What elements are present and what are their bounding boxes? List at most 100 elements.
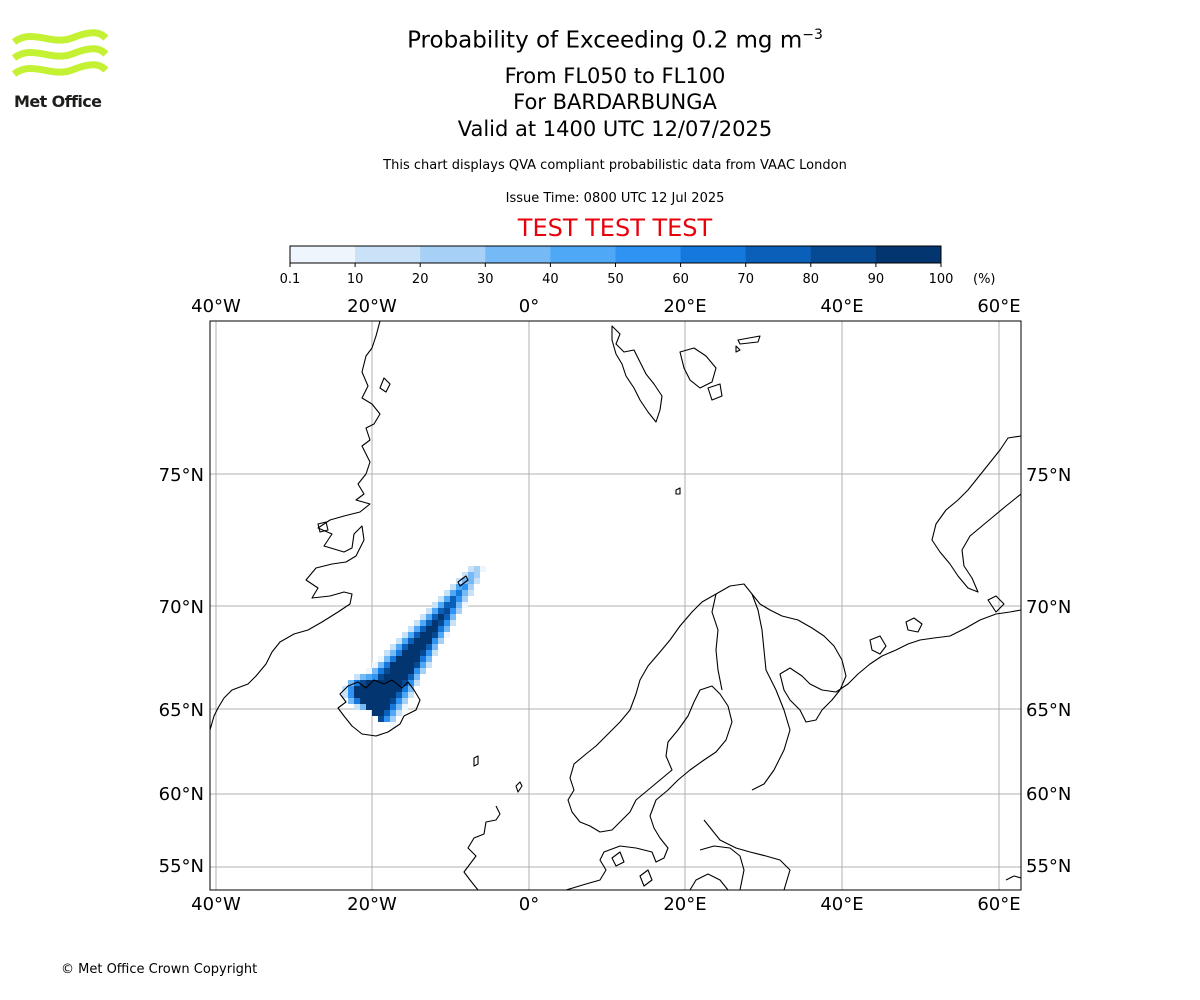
plume-cell <box>360 680 366 686</box>
plume-cell <box>420 662 426 668</box>
lon-label: 60°E <box>977 894 1020 915</box>
colorbar-tick-label: 0.1 <box>280 272 301 287</box>
plume-cell <box>408 650 414 656</box>
plume-cell <box>396 680 402 686</box>
plume-cell <box>396 710 402 716</box>
plume-cell <box>378 668 384 674</box>
svalbard-coast <box>611 325 663 423</box>
plume-cell <box>366 674 372 680</box>
plume-cell <box>438 596 444 602</box>
test-banner: TEST TEST TEST <box>517 214 713 242</box>
plume-cell <box>408 632 414 638</box>
lat-label: 65°N <box>1026 700 1071 721</box>
plume-cell <box>408 692 414 698</box>
plume-cell <box>372 692 378 698</box>
plume-cell <box>390 680 396 686</box>
plume-cell <box>474 572 480 578</box>
plume-cell <box>444 620 450 626</box>
plume-cell <box>384 650 390 656</box>
plume-cell <box>384 716 390 722</box>
plume-cell <box>390 656 396 662</box>
plume-cell <box>396 686 402 692</box>
plume-cell <box>444 608 450 614</box>
plume-cell <box>438 626 444 632</box>
plume-cell <box>462 590 468 596</box>
latitude-labels-left: 75°N 70°N 65°N 60°N 55°N <box>159 465 204 877</box>
colorbar-segment <box>875 246 942 263</box>
plume-cell <box>396 650 402 656</box>
plume-cell <box>432 650 438 656</box>
plume-cell <box>390 716 396 722</box>
plume-cell <box>408 686 414 692</box>
plume-cell <box>390 668 396 674</box>
plume-cell <box>354 692 360 698</box>
plume-cell <box>468 566 474 572</box>
plume-cell <box>420 638 426 644</box>
colorbar-segment <box>745 246 812 263</box>
map-frame <box>209 320 1022 891</box>
plume-cell <box>402 638 408 644</box>
lon-label: 0° <box>519 296 539 317</box>
plume-cell <box>390 674 396 680</box>
plume-cell <box>444 602 450 608</box>
plume-cell <box>384 698 390 704</box>
colorbar-segment <box>485 246 551 263</box>
plume-cell <box>468 572 474 578</box>
lon-label: 20°E <box>663 296 706 317</box>
colorbar-segment <box>615 246 682 263</box>
longitude-labels-bottom: 40°W 20°W 0° 20°E 40°E 60°E <box>191 894 1020 915</box>
lat-label: 75°N <box>1026 465 1071 486</box>
plume-cell <box>462 572 468 578</box>
volcano-name: For BARDARBUNGA <box>513 90 717 114</box>
lat-label: 70°N <box>159 597 204 618</box>
plume-cell <box>390 650 396 656</box>
plume-cell <box>420 668 426 674</box>
plume-cell <box>396 656 402 662</box>
lon-label: 40°E <box>820 296 863 317</box>
plume-cell <box>402 650 408 656</box>
plume-cell <box>390 686 396 692</box>
gridlines <box>210 321 1021 890</box>
plume-cell <box>426 662 432 668</box>
plume-cell <box>414 674 420 680</box>
plume-cell <box>390 662 396 668</box>
plume-cell <box>456 590 462 596</box>
plume-cell <box>408 644 414 650</box>
logo-text: Met Office <box>14 92 102 111</box>
plume-cell <box>456 608 462 614</box>
plume-cell <box>438 632 444 638</box>
lat-label: 75°N <box>159 465 204 486</box>
plume-cell <box>354 680 360 686</box>
plume-cell <box>360 686 366 692</box>
plume-cell <box>408 662 414 668</box>
plume-cell <box>408 680 414 686</box>
plume-cell <box>456 584 462 590</box>
plume-cell <box>402 632 408 638</box>
plume-cell <box>444 614 450 620</box>
coastlines <box>210 321 1021 890</box>
plume-cell <box>396 668 402 674</box>
colorbar-tick-label: 20 <box>412 272 429 287</box>
plume-cell <box>474 578 480 584</box>
lon-label: 20°E <box>663 894 706 915</box>
plume-cell <box>366 668 372 674</box>
latitude-labels-right: 75°N 70°N 65°N 60°N 55°N <box>1026 465 1071 877</box>
plume-cell <box>354 704 360 710</box>
plume-cell <box>462 578 468 584</box>
plume-cell <box>390 692 396 698</box>
plume-cell <box>450 596 456 602</box>
plume-cell <box>396 644 402 650</box>
plume-cell <box>420 626 426 632</box>
plume-cell <box>408 626 414 632</box>
plume-cell <box>414 656 420 662</box>
plume-cell <box>438 608 444 614</box>
plume-cell <box>426 644 432 650</box>
plume-cell <box>372 680 378 686</box>
plume-cell <box>420 614 426 620</box>
plume-cell <box>414 662 420 668</box>
plume-cell <box>402 680 408 686</box>
plume-cell <box>378 698 384 704</box>
colorbar-segment <box>810 246 877 263</box>
plume-cell <box>354 698 360 704</box>
plume-cell <box>414 644 420 650</box>
